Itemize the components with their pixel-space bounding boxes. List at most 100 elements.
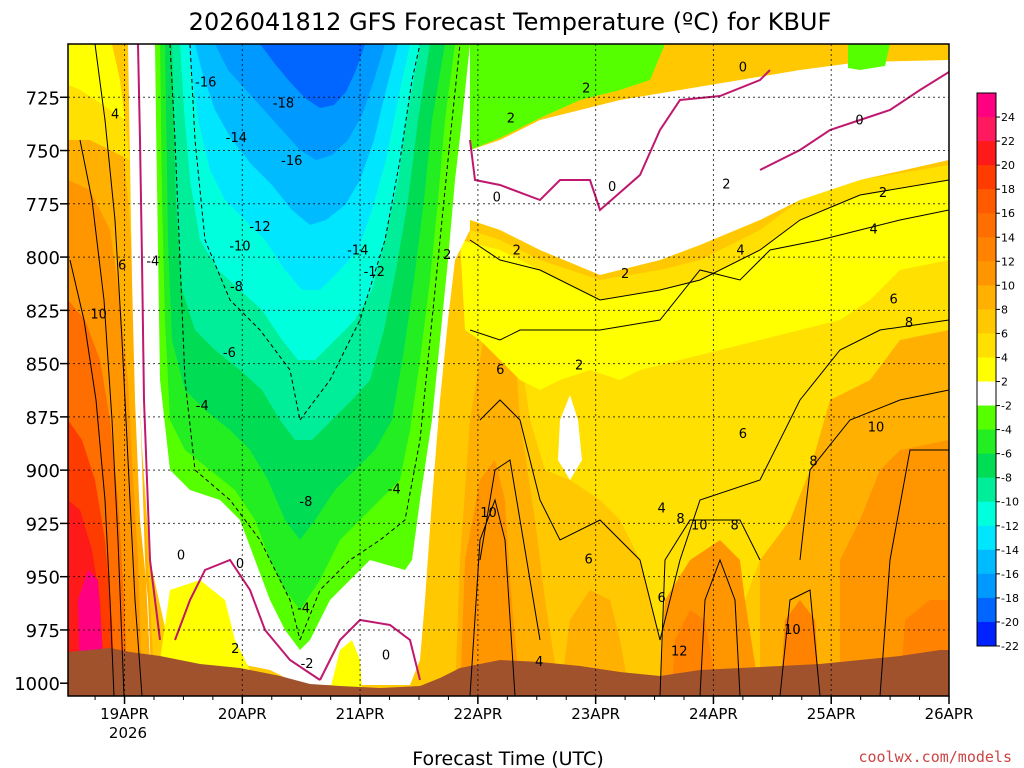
colorbar-segment — [977, 453, 996, 479]
contour-label: 2 — [621, 267, 629, 282]
contour-label: 2 — [443, 248, 451, 263]
freezing-line-contours — [137, 44, 949, 681]
isotherm-cold-dash-2 — [189, 44, 301, 421]
colorbar-segment — [977, 621, 996, 647]
field-near-zero-white-notch — [558, 395, 582, 480]
contour-label: 10 — [90, 308, 107, 323]
colorbar-label: -20 — [1001, 616, 1019, 629]
isotherm-west-3 — [69, 259, 115, 696]
contour-label: -8 — [299, 495, 312, 510]
y-tick-label: 775 — [26, 195, 60, 216]
y-tick-label: 850 — [26, 355, 60, 376]
contour-label: 8 — [676, 512, 684, 527]
x-tick-label: 20APR — [218, 705, 267, 723]
colorbar-segment — [977, 429, 996, 455]
field-cold-green-corner — [848, 44, 890, 70]
colorbar-segment — [977, 309, 996, 334]
freezing-line-west — [137, 44, 161, 641]
contour-label: -16 — [195, 75, 216, 90]
y-tick-label: 875 — [26, 408, 60, 429]
contour-label: -12 — [364, 265, 385, 280]
x-tick-label: 19APR — [100, 705, 149, 723]
colorbar-label: 20 — [1001, 159, 1015, 172]
plot-frame — [67, 43, 950, 697]
x-tick-label: 21APR — [336, 705, 385, 723]
contour-label: 6 — [739, 427, 747, 442]
colorbar-label: 6 — [1001, 327, 1008, 340]
contour-label: -8 — [230, 280, 243, 295]
colorbar-segment — [977, 117, 996, 142]
colorbar-label: -18 — [1001, 592, 1019, 605]
colorbar-segment — [977, 285, 996, 310]
colorbar-label: 18 — [1001, 183, 1015, 196]
isotherm-west-2 — [79, 139, 125, 696]
contour-label: 4 — [736, 244, 744, 259]
isotherm-east-8 — [479, 389, 949, 696]
isotherm-east-10 — [469, 449, 949, 696]
contour-label: 8 — [730, 519, 738, 534]
colorbar-segment — [977, 261, 996, 286]
colorbar-segment — [977, 141, 996, 166]
colorbar-label: -10 — [1001, 496, 1019, 509]
contour-label: 6 — [890, 293, 898, 308]
colorbar-label: 16 — [1001, 207, 1015, 220]
field-cold-green-top — [460, 44, 665, 160]
contour-label: 0 — [855, 114, 863, 129]
contour-label: 2 — [582, 82, 590, 97]
contour-label: 6 — [657, 591, 665, 606]
y-tick-label: 975 — [26, 621, 60, 642]
isotherm-cold-dash-3 — [299, 44, 421, 421]
y-tick-label: 800 — [26, 248, 60, 269]
field-cold-deep-blue — [260, 44, 365, 108]
contour-label: 10 — [784, 623, 801, 638]
contour-labels: -16 -18 -14 -16 -12 -10 -14 -12 -8 -6 -4 -8 -4 -4 -2 -4… — [90, 60, 913, 672]
isotherm-east-6 — [479, 319, 949, 641]
field-warm-pocket-22apr-hot — [460, 460, 520, 696]
contour-label: 8 — [905, 316, 913, 331]
contour-label: -4 — [297, 602, 310, 617]
y-tick-label: 950 — [26, 568, 60, 589]
contour-label: -18 — [273, 97, 294, 112]
colorbar-segment — [977, 525, 996, 551]
x-tick-label: 23APR — [571, 705, 620, 723]
isotherm-east-4 — [469, 209, 949, 341]
contour-label: -14 — [347, 244, 368, 259]
y-tick-label: 825 — [26, 301, 60, 322]
contour-label: 0 — [608, 180, 616, 195]
contour-label: -16 — [281, 154, 302, 169]
colorbar-segment — [977, 597, 996, 623]
y-tick-label: 925 — [26, 514, 60, 535]
contour-label: 12 — [671, 644, 688, 659]
contour-label: 2 — [722, 178, 730, 193]
freezing-line-east-high — [759, 71, 949, 171]
colorbar-segment — [977, 573, 996, 599]
contour-label: 4 — [111, 107, 119, 122]
colorbar-label: -16 — [1001, 568, 1019, 581]
colorbar-segment — [977, 165, 996, 190]
x-axis: 2026 19APR 20APR 21APR 22APR 23APR 24APR 25APR… — [94, 696, 973, 742]
contour-label: 2 — [879, 186, 887, 201]
colorbar-segment — [977, 333, 996, 358]
x-axis-title: Forecast Time (UTC) — [412, 748, 603, 768]
colorbar-label: -6 — [1001, 448, 1012, 461]
contour-label: 4 — [657, 501, 665, 516]
chart-title-text: 2026041812 GFS Forecast Temperature (ºC)… — [189, 8, 832, 36]
contour-label: -14 — [226, 131, 247, 146]
contour-label: 0 — [382, 649, 390, 664]
contour-label: -12 — [249, 220, 270, 235]
colorbar-label: 14 — [1001, 231, 1015, 244]
freezing-line-cold-edge — [319, 618, 421, 681]
colorbar-segment — [977, 381, 996, 407]
colorbar-label: 24 — [1001, 111, 1015, 124]
isotherm-contours — [69, 44, 949, 696]
colorbar-label: -2 — [1001, 400, 1012, 413]
colorbar-label: 2 — [1001, 376, 1008, 389]
colorbar-segment — [977, 477, 996, 503]
x-tick-label: 24APR — [689, 705, 738, 723]
chart-title: 2026041812 GFS Forecast Temperature (ºC)… — [189, 8, 832, 36]
contour-label: -6 — [223, 346, 236, 361]
contour-label: -10 — [229, 239, 250, 254]
y-tick-label: 1000 — [14, 674, 60, 695]
field-near-zero-white — [470, 60, 949, 275]
colorbar-label: -8 — [1001, 472, 1012, 485]
